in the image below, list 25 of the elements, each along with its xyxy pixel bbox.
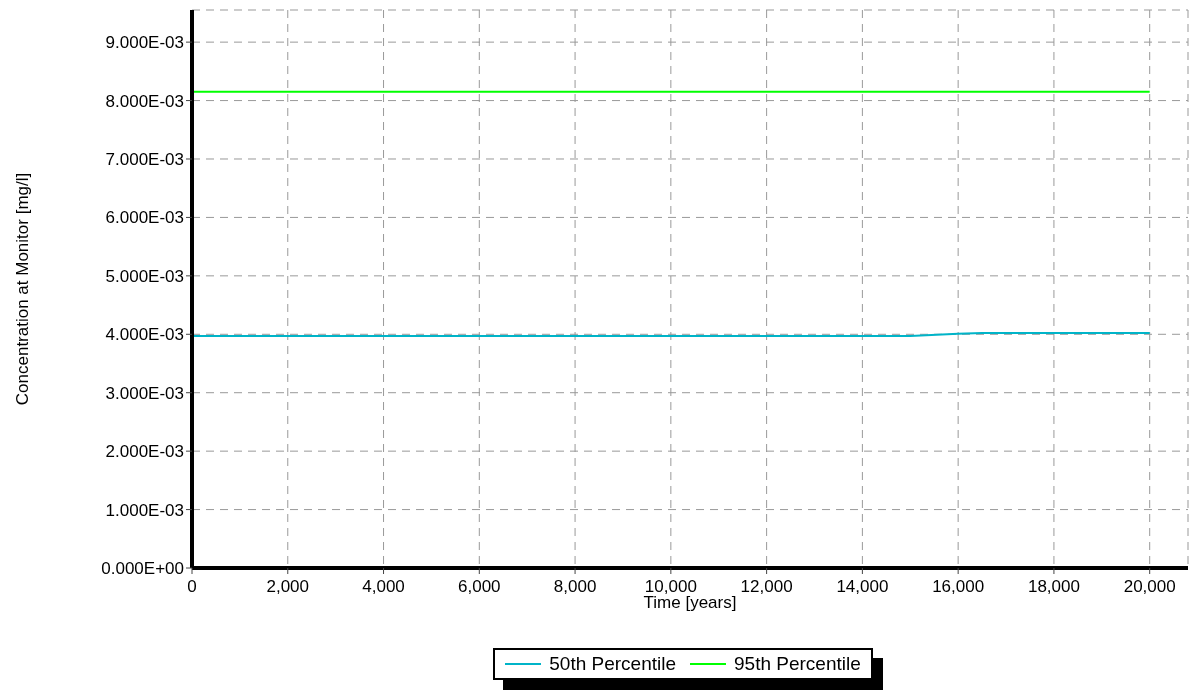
y-tick-label: 7.000E-03: [105, 150, 184, 170]
x-tick-label: 6,000: [458, 577, 501, 596]
y-tick-label: 2.000E-03: [105, 442, 184, 462]
x-tick-label: 4,000: [362, 577, 405, 596]
x-tick-label: 14,000: [836, 577, 889, 596]
y-axis-title: Concentration at Monitor [mg/l]: [13, 172, 33, 406]
y-tick-label: 1.000E-03: [105, 500, 184, 520]
y-tick-label: 4.000E-03: [105, 325, 184, 345]
x-tick-label: 2,000: [266, 577, 310, 596]
x-tick-label: 10,000: [644, 577, 697, 596]
x-tick-label: 16,000: [932, 577, 985, 596]
y-tick-label: 5.000E-03: [105, 266, 184, 286]
y-tick-label: 0.000E+00: [101, 559, 184, 579]
y-tick-label: 6.000E-03: [105, 208, 184, 228]
legend-label: 95th Percentile: [734, 653, 861, 675]
x-tick-label: 8,000: [553, 577, 597, 596]
y-tick-label: 9.000E-03: [105, 33, 184, 53]
x-tick-label: 20,000: [1123, 577, 1176, 596]
x-tick-label: 12,000: [740, 577, 793, 596]
x-tick-label: 0: [187, 577, 197, 596]
x-axis-title: Time [years]: [643, 593, 737, 612]
legend-label: 50th Percentile: [549, 653, 676, 675]
y-tick-label: 8.000E-03: [105, 91, 184, 111]
y-tick-label: 3.000E-03: [105, 383, 184, 403]
x-tick-label: 18,000: [1027, 577, 1080, 596]
